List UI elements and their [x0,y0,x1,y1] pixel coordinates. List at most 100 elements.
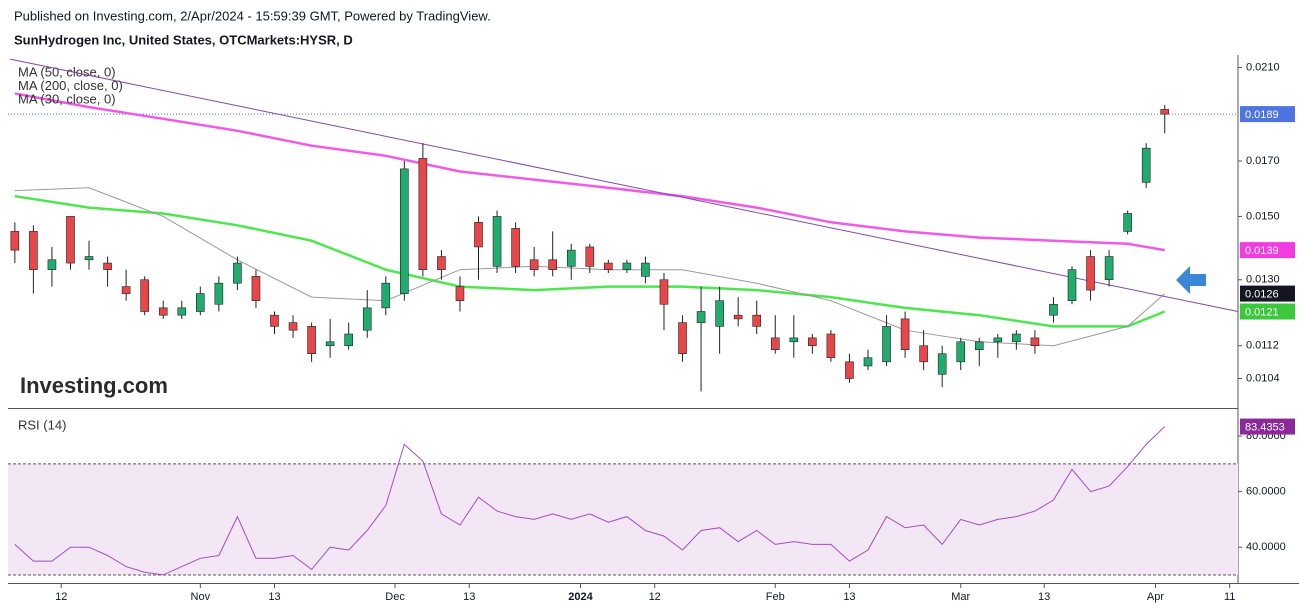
price-tag-bg [1240,418,1295,435]
candle-body [585,246,595,267]
candle-body [158,307,168,316]
candle-body [418,158,428,270]
candle-body [251,276,261,301]
candle-body [400,168,409,294]
candle-body [548,259,557,270]
price-tag: 0.0139 [1245,245,1279,257]
watermark: Investing.com [20,373,168,398]
price-tag-bg [1240,285,1295,302]
candle-body [1067,269,1077,301]
price-tag: 83.4353 [1245,421,1285,433]
candle-body [214,282,224,305]
candle-body [196,293,205,312]
candle-body [344,333,353,347]
candle-body [882,326,891,363]
price-tag-bg [1240,106,1295,123]
candle-body [1123,213,1132,232]
x-tick-label: Dec [385,591,405,603]
candle-body [437,256,446,270]
price-tag-bg [1240,303,1295,320]
candle-body [325,341,335,347]
price-tag: 0.0126 [1245,288,1279,300]
candle-body [288,322,298,331]
x-tick-label: 11 [1224,591,1235,603]
candle-body [362,307,372,331]
legend-entry: MA (200, close, 0) [18,78,123,93]
candle-body [641,262,650,277]
candle-body [789,337,799,343]
y-tick-label: 0.0112 [1246,340,1279,352]
candle-body [808,337,817,347]
candle-body [863,357,873,367]
candle-body [1049,303,1058,316]
x-tick-label: Mar [951,591,970,603]
candle-body [121,286,131,294]
candle-body [474,222,483,248]
candle-body [47,259,57,270]
candle-body [1141,147,1151,183]
candle-body [937,353,947,375]
annotation-arrow [1176,266,1206,294]
y-tick-label: 0.0104 [1246,372,1280,384]
candle-body [1160,109,1170,115]
rsi-line [14,426,1166,576]
x-tick-label: 12 [649,591,661,603]
candle-body [84,256,94,261]
x-tick-label: Feb [766,591,785,603]
x-tick-label: 12 [55,591,67,603]
y-tick-label: 0.0130 [1246,274,1280,286]
y-tick-label: 0.0170 [1246,155,1280,167]
candle-body [974,341,984,350]
candle-body [307,326,316,354]
x-tick-label: Apr [1147,591,1164,603]
chart-title: SunHydrogen Inc, United States, OTCMarke… [14,32,353,47]
candle-body [678,322,687,354]
candle-body [1086,256,1095,291]
x-tick-label: 2024 [568,591,593,603]
candle-body [140,279,149,312]
candle-body [919,345,928,363]
candle-body [770,337,780,350]
candle-body [993,337,1003,343]
candle-body [492,216,502,267]
publisher-note: Published on Investing.com, 2/Apr/2024 -… [14,8,491,23]
candle-body [1104,256,1114,281]
candle-body [715,300,724,327]
candle-body [103,262,112,270]
moving-average-line [14,92,1165,252]
candle-body [659,279,669,305]
candle-body [29,231,38,270]
y-tick-label: 60.0000 [1246,486,1286,498]
y-tick-label: 40.0000 [1246,541,1286,553]
candle-body [455,286,465,301]
x-tick-label: 13 [843,591,855,603]
candle-body [566,249,576,267]
x-tick-label: 13 [1038,591,1050,603]
candle-body [1012,333,1021,343]
candle-body [10,231,20,251]
price-tag: 0.0189 [1245,109,1279,121]
trendline [10,58,1239,312]
candle-body [956,341,966,363]
y-tick-label: 0.0210 [1246,61,1280,73]
candle-body [696,311,706,323]
panel-title: RSI (14) [18,417,66,432]
candle-body [1030,337,1040,347]
x-tick-label: 13 [463,591,475,603]
candle-body [233,262,242,284]
arrow-shape [1176,266,1206,294]
moving-average-line [14,194,1166,328]
x-tick-label: Nov [191,591,211,603]
candle-body [733,314,743,320]
price-tag: 0.0121 [1245,306,1279,318]
candle-body [66,216,75,264]
candle-body [845,361,854,379]
candle-body [900,318,910,350]
candle-body [529,259,539,270]
candle-body [177,307,187,316]
candle-body [622,262,632,270]
candle-body [270,314,279,327]
candle-body [381,282,391,309]
candle-body [511,228,520,267]
